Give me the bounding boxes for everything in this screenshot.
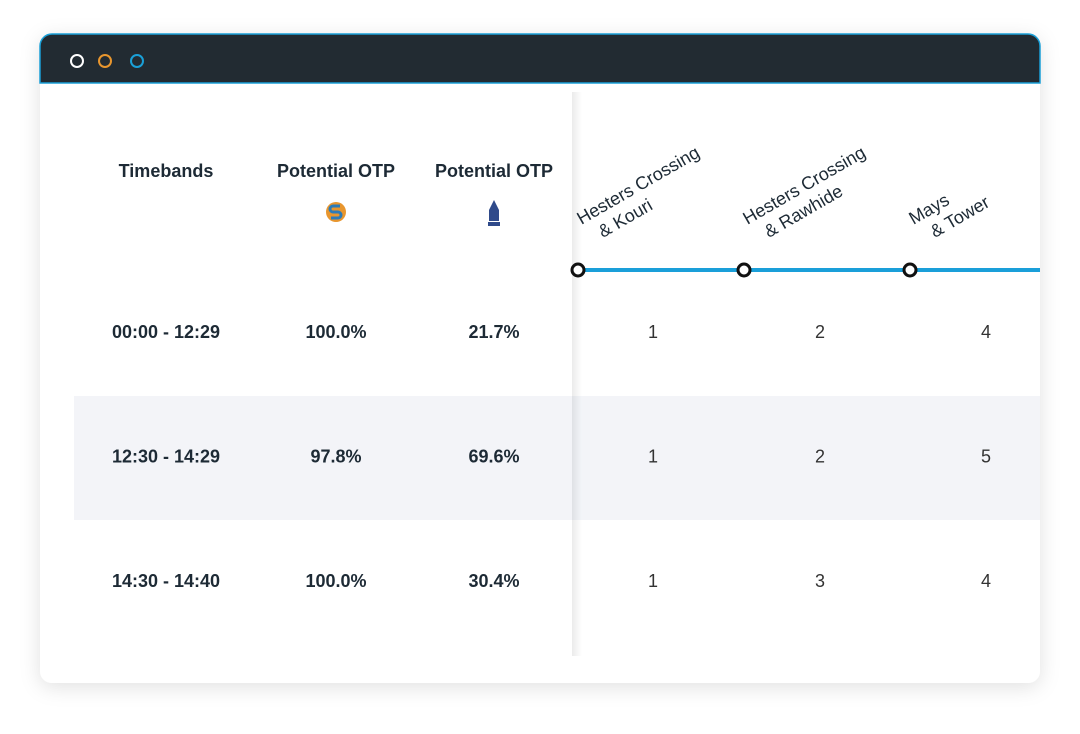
cell: 97.8% xyxy=(310,446,361,466)
window xyxy=(40,34,1040,683)
row-shade xyxy=(74,396,1040,520)
panel-shadow xyxy=(572,92,582,656)
cell: 69.6% xyxy=(468,446,519,466)
stop-count: 2 xyxy=(815,446,825,466)
stop-count: 4 xyxy=(981,322,991,342)
column-header: Timebands xyxy=(119,161,214,181)
icon-b xyxy=(488,200,500,226)
cell: 100.0% xyxy=(305,571,366,591)
stop-count: 4 xyxy=(981,571,991,591)
window-button[interactable] xyxy=(98,54,112,68)
cell: 21.7% xyxy=(468,322,519,342)
stop-count: 1 xyxy=(648,571,658,591)
stop-count: 1 xyxy=(648,322,658,342)
column-header: Potential OTP xyxy=(277,161,395,181)
cell: 00:00 - 12:29 xyxy=(112,322,220,342)
title-bar xyxy=(39,33,1041,84)
window-button[interactable] xyxy=(130,54,144,68)
stop-node xyxy=(570,262,586,278)
cell: 30.4% xyxy=(468,571,519,591)
column-header: Potential OTP xyxy=(435,161,553,181)
stop-node xyxy=(902,262,918,278)
cell: 14:30 - 14:40 xyxy=(112,571,220,591)
window-button[interactable] xyxy=(70,54,84,68)
icon-a xyxy=(326,202,346,222)
stop-count: 5 xyxy=(981,446,991,466)
stop-node xyxy=(736,262,752,278)
cell: 100.0% xyxy=(305,322,366,342)
cell: 12:30 - 14:29 xyxy=(112,446,220,466)
stop-count: 1 xyxy=(648,446,658,466)
stop-count: 2 xyxy=(815,322,825,342)
stop-count: 3 xyxy=(815,571,825,591)
